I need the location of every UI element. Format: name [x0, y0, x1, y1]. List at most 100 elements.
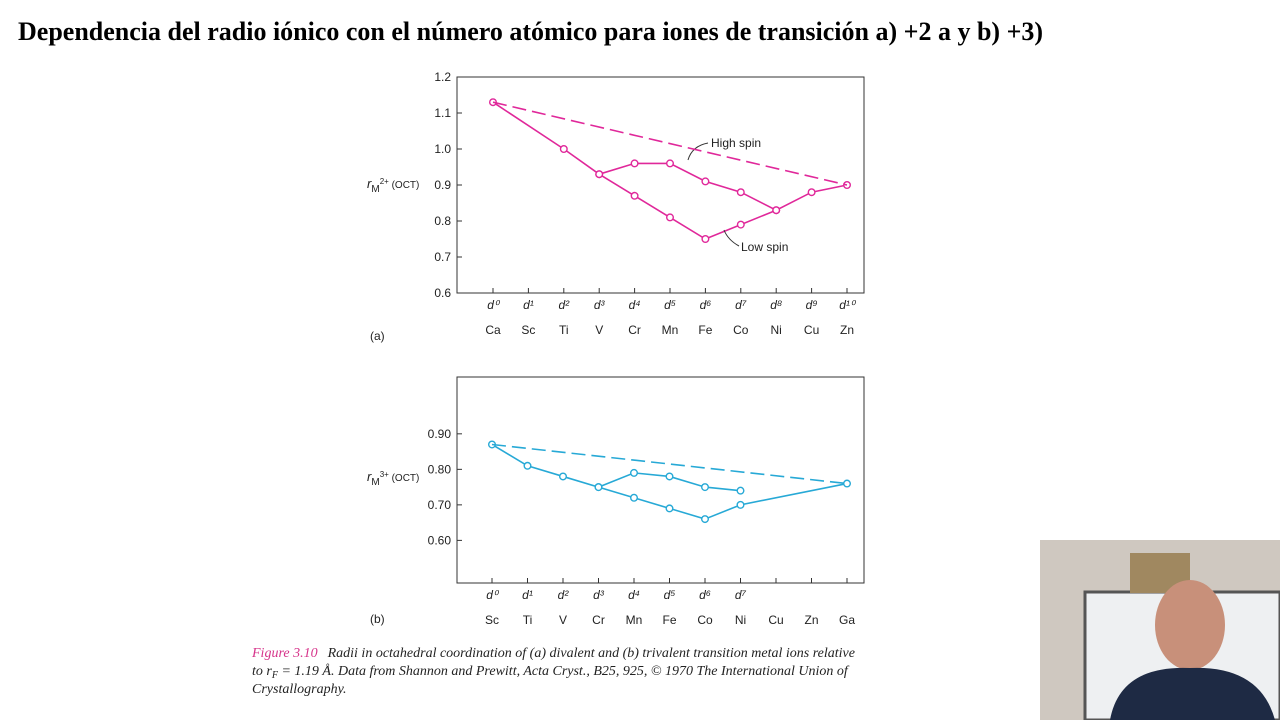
data-point	[736, 500, 745, 509]
y-label-part: r	[367, 176, 372, 191]
d-label: d¹	[523, 298, 534, 312]
y-label-part: M	[371, 184, 379, 195]
d-label: d⁶	[700, 298, 712, 312]
data-point	[523, 461, 532, 470]
x-tick-label: Mn	[626, 613, 643, 627]
d-label: d⁰	[486, 588, 500, 602]
data-point	[594, 483, 603, 492]
x-tick-label: Co	[697, 613, 713, 627]
webcam	[1040, 540, 1280, 720]
x-tick-label: Cr	[592, 613, 605, 627]
d-label: d⁸	[770, 298, 782, 312]
panel-label: (a)	[370, 329, 385, 343]
data-point	[559, 472, 568, 481]
x-tick-label: Ga	[839, 613, 855, 627]
y-tick-label: 0.8	[434, 214, 451, 228]
series-line	[598, 173, 777, 240]
series-line	[492, 101, 848, 186]
x-tick-label: Zn	[804, 613, 818, 627]
annotation-leader	[723, 229, 740, 247]
data-point	[630, 468, 639, 477]
data-point	[807, 188, 816, 197]
d-label: d⁶	[699, 588, 711, 602]
y-tick-label: 0.70	[428, 498, 452, 512]
d-label: d¹⁰	[839, 298, 857, 312]
d-label: d⁹	[806, 298, 818, 312]
y-tick-label: 1.0	[434, 142, 451, 156]
d-label: d⁵	[664, 588, 676, 602]
d-label: d⁰	[487, 298, 501, 312]
y-label-part: (OCT)	[389, 180, 420, 191]
y-label-part: r	[367, 469, 372, 484]
figure-label: Figure 3.10	[251, 646, 318, 661]
x-tick-label: Mn	[662, 323, 679, 337]
data-point	[630, 191, 639, 200]
d-label: d⁴	[628, 588, 640, 602]
d-label: d²	[558, 588, 570, 602]
plot-frame	[456, 76, 865, 294]
y-axis-label: rM3+ (OCT)	[367, 469, 419, 488]
data-point	[559, 144, 568, 153]
person-head	[1155, 580, 1225, 670]
x-tick-label: V	[595, 323, 603, 337]
y-tick-label: 0.6	[434, 286, 451, 300]
y-label-part: M	[371, 477, 379, 488]
y-tick-label: 0.7	[434, 250, 451, 264]
data-point	[701, 515, 710, 524]
data-point	[772, 206, 781, 215]
d-label: d²	[558, 298, 570, 312]
y-tick-label: 1.2	[434, 70, 451, 84]
data-point	[701, 483, 710, 492]
caption-line: Crystallography.	[252, 682, 347, 697]
data-point	[665, 504, 674, 513]
x-tick-label: Zn	[840, 323, 854, 337]
y-tick-label: 0.9	[434, 178, 451, 192]
caption-text: = 1.19 Å. Data from Shannon and Prewitt,…	[278, 663, 850, 679]
y-tick-label: 0.80	[428, 462, 452, 476]
y-tick-label: 0.90	[428, 427, 452, 441]
caption-text: to r	[252, 664, 272, 679]
d-label: d¹	[522, 588, 533, 602]
series-line	[598, 482, 848, 520]
y-tick-label: 1.1	[434, 106, 451, 120]
slide-title: Dependencia del radio iónico con el núme…	[18, 17, 1043, 46]
x-tick-label: Fe	[662, 613, 676, 627]
data-point	[665, 472, 674, 481]
data-point	[666, 213, 675, 222]
x-tick-label: Cu	[768, 613, 783, 627]
caption-sub: F	[271, 670, 279, 681]
data-point	[736, 188, 745, 197]
d-label: d⁵	[664, 298, 676, 312]
plot-frame	[456, 376, 865, 584]
x-tick-label: Fe	[698, 323, 712, 337]
x-tick-label: Sc	[521, 323, 535, 337]
data-point	[736, 220, 745, 229]
data-point	[595, 170, 604, 179]
d-label: d⁷	[735, 298, 747, 312]
caption-line: to rF = 1.19 Å. Data from Shannon and Pr…	[252, 663, 850, 681]
y-axis-label: rM2+ (OCT)	[367, 176, 419, 195]
x-tick-label: V	[559, 613, 567, 627]
d-label: d³	[594, 298, 606, 312]
d-label: d⁴	[629, 298, 641, 312]
caption-line: Figure 3.10 Radii in octahedral coordinat…	[251, 646, 855, 661]
x-tick-label: Sc	[485, 613, 499, 627]
caption-text: Radii in octahedral coordination of (a) …	[327, 646, 855, 661]
series-line	[491, 443, 741, 492]
y-label-part: (OCT)	[389, 473, 420, 484]
data-point	[701, 177, 710, 186]
data-point	[736, 486, 745, 495]
data-point	[630, 159, 639, 168]
x-tick-label: Ti	[523, 613, 533, 627]
annotation-leader	[687, 142, 709, 161]
data-point	[666, 159, 675, 168]
x-tick-label: Co	[733, 323, 749, 337]
data-point	[843, 479, 852, 488]
x-tick-label: Ca	[485, 323, 501, 337]
person-body	[1110, 667, 1275, 720]
y-label-part: 3+	[380, 470, 389, 479]
d-label: d³	[593, 588, 605, 602]
x-tick-label: Cu	[804, 323, 819, 337]
data-point	[701, 234, 710, 243]
x-tick-label: Ti	[559, 323, 569, 337]
